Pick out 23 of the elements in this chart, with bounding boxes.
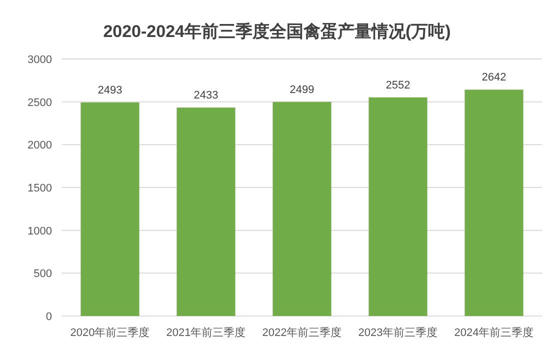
data-label: 2552 (386, 79, 410, 92)
y-tick-label: 2000 (28, 140, 52, 152)
bar (464, 90, 524, 316)
x-tick-label: 2022年前三季度 (262, 326, 342, 339)
x-tick-label: 2023年前三季度 (358, 326, 438, 339)
x-tick-label: 2020年前三季度 (70, 326, 150, 339)
data-label: 2493 (98, 84, 122, 96)
bar (272, 102, 332, 316)
bar (80, 102, 140, 316)
y-tick-label: 0 (46, 311, 52, 323)
y-tick-label: 1000 (28, 225, 52, 238)
data-label: 2642 (482, 72, 506, 84)
x-tick-label: 2024年前三季度 (454, 326, 534, 339)
bar (368, 97, 428, 316)
data-label: 2433 (194, 90, 218, 102)
y-tick-label: 3000 (28, 54, 52, 66)
chart-title: 2020-2024年前三季度全国禽蛋产量情况(万吨) (103, 22, 451, 41)
y-tick-label: 1500 (28, 182, 52, 194)
data-label: 2499 (290, 84, 314, 96)
bar (176, 108, 236, 316)
y-tick-label: 2500 (28, 96, 52, 109)
y-tick-label: 500 (34, 268, 52, 280)
x-tick-label: 2021年前三季度 (166, 326, 246, 339)
